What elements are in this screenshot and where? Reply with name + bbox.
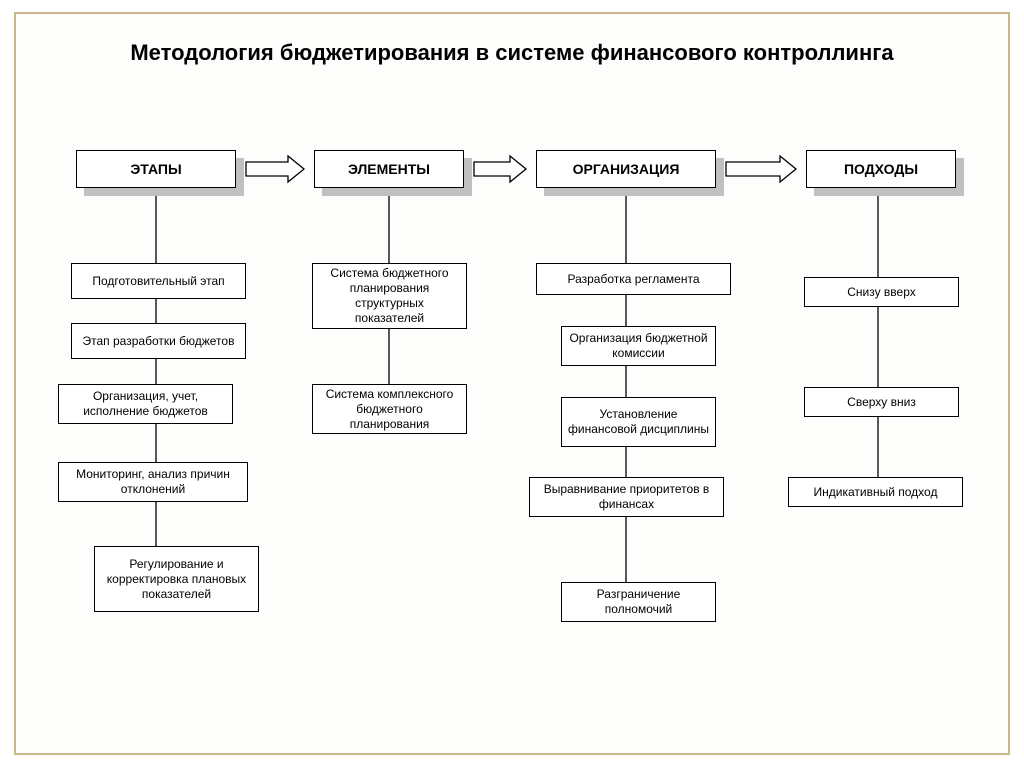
column-header: ЭЛЕМЕНТЫ bbox=[314, 150, 464, 188]
item-box: Организация бюджетной комиссии bbox=[561, 326, 716, 366]
column-header: ЭТАПЫ bbox=[76, 150, 236, 188]
item-box: Выравнивание приоритетов в финансах bbox=[529, 477, 724, 517]
item-box: Подготовительный этап bbox=[71, 263, 246, 299]
item-box: Разграничение полномочий bbox=[561, 582, 716, 622]
item-box: Система бюджетного планирования структур… bbox=[312, 263, 467, 329]
item-box: Организация, учет, исполнение бюджетов bbox=[58, 384, 233, 424]
slide-frame: Методология бюджетирования в системе фин… bbox=[14, 12, 1010, 755]
item-box: Разработка регламента bbox=[536, 263, 731, 295]
item-box: Сверху вниз bbox=[804, 387, 959, 417]
column-header: ОРГАНИЗАЦИЯ bbox=[536, 150, 716, 188]
item-box: Установление финансовой дисциплины bbox=[561, 397, 716, 447]
item-box: Система комплексного бюджетного планиров… bbox=[312, 384, 467, 434]
item-box: Мониторинг, анализ причин отклонений bbox=[58, 462, 248, 502]
item-box: Индикативный подход bbox=[788, 477, 963, 507]
item-box: Этап разработки бюджетов bbox=[71, 323, 246, 359]
item-box: Снизу вверх bbox=[804, 277, 959, 307]
slide-title: Методология бюджетирования в системе фин… bbox=[16, 38, 1008, 69]
column-header: ПОДХОДЫ bbox=[806, 150, 956, 188]
item-box: Регулирование и корректировка плановых п… bbox=[94, 546, 259, 612]
